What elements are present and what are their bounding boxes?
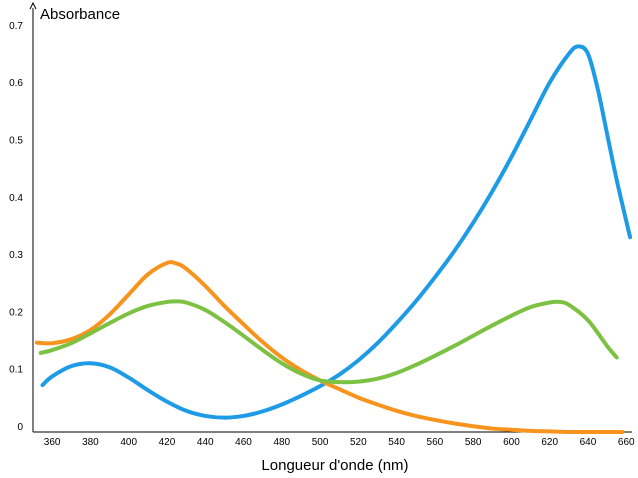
x-tick-label: 520 <box>350 437 367 448</box>
x-tick-label: 380 <box>82 437 99 448</box>
x-axis-title: Longueur d'onde (nm) <box>261 457 408 474</box>
y-axis-title: Absorbance <box>40 6 120 23</box>
x-tick-label: 660 <box>618 437 635 448</box>
y-tick-label: 0.5 <box>9 136 23 147</box>
x-tick-labels: 360 380 400 420 440 460 480 500 520 540 560 580 600 6… <box>44 437 635 448</box>
x-tick-label: 600 <box>503 437 520 448</box>
y-tick-label: 0 <box>17 422 23 433</box>
x-tick-label: 500 <box>312 437 329 448</box>
y-tick-label: 0.2 <box>9 307 23 318</box>
x-tick-label: 640 <box>580 437 597 448</box>
x-tick-label: 420 <box>159 437 176 448</box>
y-tick-label: 0.6 <box>9 78 23 89</box>
y-tick-labels: 0 0.1 0.2 0.3 0.4 0.5 0.6 0.7 <box>9 21 23 433</box>
x-tick-label: 400 <box>120 437 137 448</box>
x-tick-label: 580 <box>465 437 482 448</box>
y-tick-label: 0.7 <box>9 21 23 32</box>
y-axis: Absorbance <box>29 1 120 432</box>
y-tick-label: 0.1 <box>9 365 23 376</box>
x-tick-label: 360 <box>44 437 61 448</box>
y-axis-arrow-icon <box>29 1 37 10</box>
series-lines <box>34 44 633 435</box>
x-tick-label: 620 <box>541 437 558 448</box>
x-tick-label: 480 <box>273 437 290 448</box>
y-tick-label: 0.3 <box>9 250 23 261</box>
series-line-2 <box>34 260 625 435</box>
y-tick-label: 0.4 <box>9 193 23 204</box>
series-line-3 <box>38 299 619 385</box>
x-tick-label: 460 <box>235 437 252 448</box>
x-tick-label: 440 <box>197 437 214 448</box>
series-line-1 <box>40 44 633 420</box>
x-tick-label: 560 <box>427 437 444 448</box>
x-tick-label: 540 <box>388 437 405 448</box>
